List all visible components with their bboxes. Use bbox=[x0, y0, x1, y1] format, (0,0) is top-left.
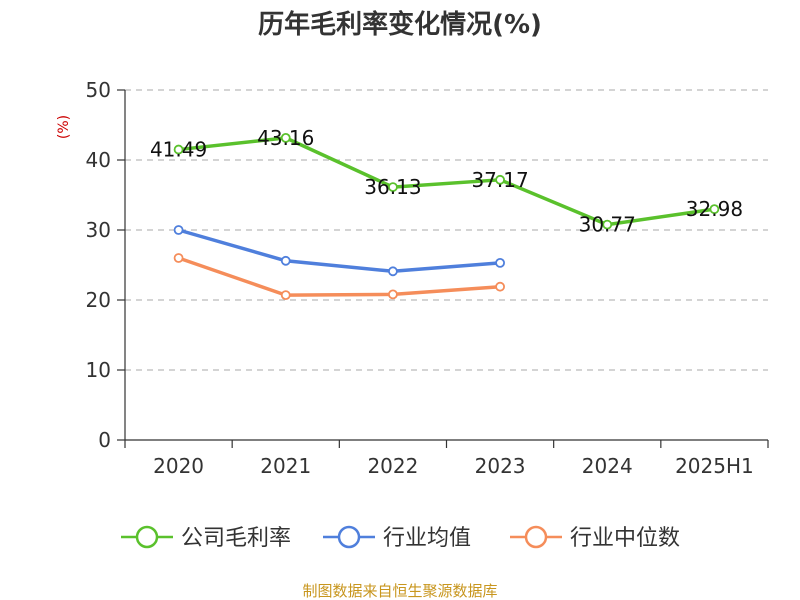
x-tick-label: 2022 bbox=[367, 454, 418, 478]
data-labels: 41.49 43.16 36.13 37.17 30.77 32.98 bbox=[150, 126, 743, 237]
data-point bbox=[280, 290, 291, 301]
legend-marker-icon bbox=[337, 525, 361, 549]
x-tick-label: 2025H1 bbox=[675, 454, 754, 478]
data-label: 36.13 bbox=[364, 175, 421, 199]
y-tick-label: 20 bbox=[86, 288, 111, 312]
data-point bbox=[280, 132, 291, 143]
data-point bbox=[173, 225, 184, 235]
series-line bbox=[178, 228, 501, 274]
legend-marker-icon bbox=[135, 525, 159, 549]
chart-title: 历年毛利率变化情况(%) bbox=[258, 9, 542, 40]
legend-item[interactable]: 行业中位数 bbox=[510, 525, 680, 551]
x-tick-label: 2020 bbox=[153, 454, 204, 478]
data-label: 41.49 bbox=[150, 138, 207, 162]
axes: 0 10 20 30 40 50 2020 2021 2022 2023 2024 2025H1 bbox=[86, 78, 769, 478]
x-tick-label: 2021 bbox=[260, 454, 311, 478]
legend-label: 公司毛利率 bbox=[181, 526, 291, 551]
x-tick-label: 2023 bbox=[475, 454, 526, 478]
data-point bbox=[388, 266, 398, 277]
data-point bbox=[388, 182, 398, 192]
y-tick-label: 50 bbox=[86, 78, 111, 102]
data-point bbox=[280, 255, 291, 266]
data-point bbox=[495, 281, 505, 292]
y-tick-label: 40 bbox=[86, 148, 111, 172]
y-tick-label: 30 bbox=[86, 218, 111, 242]
data-point bbox=[709, 204, 720, 215]
data-point bbox=[495, 174, 505, 185]
data-label: 32.98 bbox=[686, 197, 743, 221]
legend-item[interactable]: 行业均值 bbox=[323, 525, 471, 551]
legend-marker-icon bbox=[524, 525, 548, 549]
legend-label: 行业均值 bbox=[383, 526, 471, 551]
y-axis-label: (%) bbox=[56, 115, 72, 139]
legend-label: 行业中位数 bbox=[570, 526, 680, 551]
grid-lines bbox=[125, 89, 768, 371]
data-label: 37.17 bbox=[471, 168, 528, 192]
data-point bbox=[173, 144, 184, 155]
data-label: 30.77 bbox=[579, 213, 636, 237]
data-point bbox=[495, 257, 505, 268]
data-point bbox=[173, 253, 184, 263]
series-line bbox=[178, 136, 715, 227]
source-note: 制图数据来自恒生聚源数据库 bbox=[302, 582, 497, 600]
legend-item[interactable]: 公司毛利率 bbox=[121, 525, 291, 551]
legend[interactable]: 公司毛利率 行业均值 行业中位数 bbox=[121, 525, 680, 551]
y-tick-label: 0 bbox=[98, 428, 111, 452]
data-label: 43.16 bbox=[257, 126, 314, 150]
series-line bbox=[178, 256, 501, 297]
data-point bbox=[602, 219, 613, 230]
x-tick-label: 2024 bbox=[582, 454, 633, 478]
y-tick-label: 10 bbox=[86, 358, 111, 382]
series-layer bbox=[173, 132, 720, 301]
data-point bbox=[388, 289, 398, 300]
